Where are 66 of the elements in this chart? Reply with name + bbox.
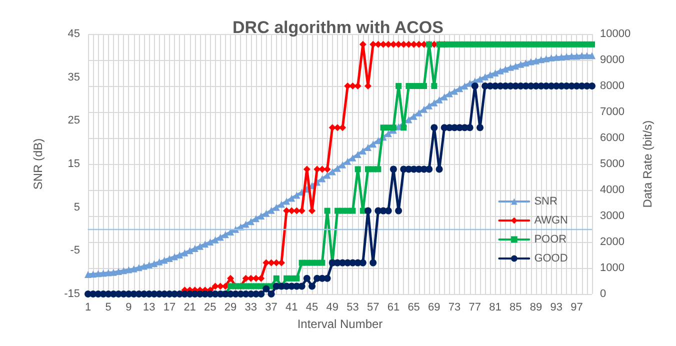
- y-tick-label: 25: [68, 114, 80, 127]
- point: [374, 40, 382, 48]
- x-tick-label: 21: [184, 302, 196, 314]
- point: [380, 40, 387, 48]
- point: [227, 274, 234, 282]
- y2-tick-label: 9000: [600, 54, 624, 66]
- x-tick-label: 29: [224, 302, 237, 314]
- x-tick-label: 37: [265, 302, 278, 314]
- y-axis-title: SNR (dB): [31, 138, 45, 190]
- x-tick-label: 49: [326, 302, 338, 314]
- y2-tick-label: 6000: [600, 132, 624, 144]
- y2-tick-label: 3000: [600, 210, 624, 222]
- y2-tick-label: 1000: [600, 262, 624, 274]
- x-tick-label: 85: [510, 302, 522, 314]
- point: [354, 82, 362, 90]
- y2-tick-label: 8000: [600, 80, 624, 92]
- y2-tick-label: 5000: [600, 158, 624, 170]
- point: [242, 274, 250, 282]
- y-tick-label: -5: [70, 244, 80, 257]
- x-tick-label: 61: [387, 302, 400, 314]
- x-tick-label: 17: [163, 302, 176, 314]
- point: [400, 40, 408, 48]
- x-tick-label: 93: [550, 302, 562, 314]
- legend-label: GOOD: [534, 252, 568, 264]
- y2-tick-label: 2000: [600, 236, 624, 248]
- x-tick-label: 45: [306, 302, 318, 314]
- y-tick-label: -15: [64, 288, 80, 300]
- x-tick-label: 89: [530, 302, 542, 314]
- x-tick-label: 25: [204, 302, 216, 314]
- legend-label: AWGN: [534, 214, 568, 226]
- point: [349, 82, 356, 90]
- y-tick-label: 15: [68, 158, 80, 170]
- point: [258, 274, 265, 282]
- x-tick-label: 81: [489, 302, 502, 314]
- y-tick-label: 5: [74, 201, 80, 214]
- point: [384, 40, 392, 48]
- point: [339, 124, 346, 132]
- chart-title: DRC algorithm with ACOS: [232, 18, 444, 37]
- y-tick-label: 35: [68, 71, 80, 84]
- y-tick-label: 45: [68, 28, 80, 40]
- x-tick-label: 57: [366, 302, 380, 314]
- legend-label: POOR: [534, 234, 567, 246]
- x-tick-label: 69: [428, 302, 440, 314]
- legend-label: SNR: [534, 196, 558, 208]
- y2-axis-title: Data Rate (bit/s): [640, 120, 654, 208]
- x-tick-label: 41: [286, 302, 298, 314]
- point: [252, 274, 260, 282]
- x-axis-title: Interval Number: [297, 316, 383, 331]
- x-tick-label: 9: [126, 302, 132, 314]
- point: [420, 40, 428, 48]
- x-tick-label: 77: [468, 302, 482, 314]
- y2-tick-label: 10000: [600, 28, 631, 40]
- point: [328, 124, 336, 132]
- x-tick-label: 1: [84, 302, 92, 314]
- x-tick-label: 65: [408, 302, 420, 314]
- x-tick-label: 73: [448, 302, 461, 314]
- x-tick-label: 13: [142, 302, 156, 314]
- x-tick-label: 33: [244, 302, 258, 314]
- point: [405, 40, 412, 48]
- point: [410, 40, 418, 48]
- x-tick-label: 53: [346, 302, 359, 314]
- y2-tick-label: 7000: [600, 106, 624, 118]
- y2-tick-label: 4000: [600, 184, 624, 196]
- x-tick-label: 97: [570, 302, 583, 314]
- y2-tick-label: 0: [600, 288, 606, 300]
- x-tick-label: 5: [105, 302, 112, 314]
